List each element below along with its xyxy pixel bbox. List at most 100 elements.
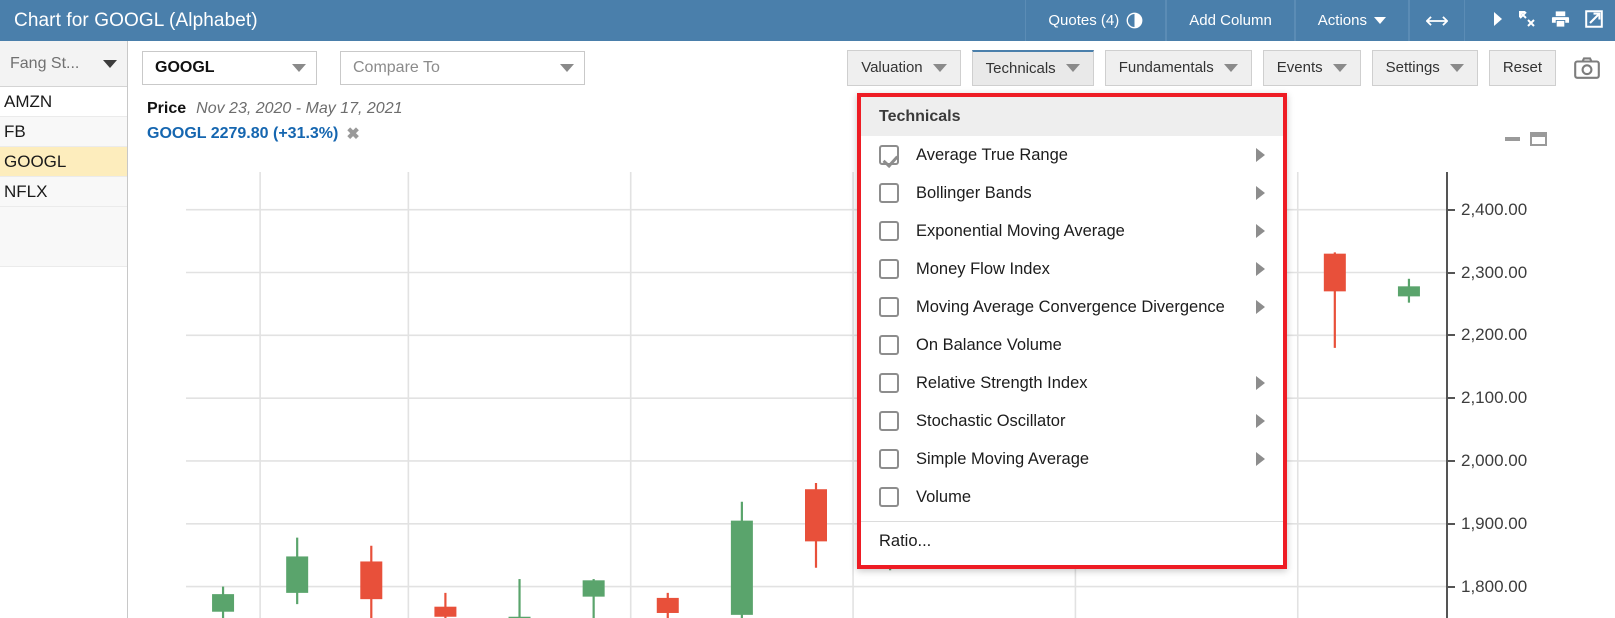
compare-to-select[interactable]: Compare To [340,50,585,85]
sidebar-item-nflx[interactable]: NFLX [0,177,127,207]
y-axis-tick: 1,800.00 [1446,577,1527,597]
price-header: Price Nov 23, 2020 - May 17, 2021 GOOGL … [147,100,403,144]
checkbox-icon[interactable] [879,487,899,507]
events-menu-button[interactable]: Events [1262,49,1361,86]
menu-item-moving-average-convergence-divergence[interactable]: Moving Average Convergence Divergence [861,288,1283,326]
actions-label: Actions [1317,12,1367,29]
candlestick [212,586,235,618]
settings-menu-button[interactable]: Settings [1371,49,1478,86]
chevron-down-icon [292,63,306,72]
chevron-right-icon [1256,300,1265,314]
printer-icon[interactable] [1551,10,1570,32]
tick-mark [1446,271,1455,274]
valuation-menu-button[interactable]: Valuation [847,49,961,86]
checkbox-icon[interactable] [879,335,899,355]
candlestick [656,592,679,618]
checkbox-icon[interactable] [879,411,899,431]
menu-item-ratio[interactable]: Ratio... [861,522,1283,560]
maximize-icon[interactable] [1530,132,1547,146]
checkbox-icon[interactable] [879,297,899,317]
play-triangle-icon[interactable] [1493,11,1503,31]
menu-item-label: Stochastic Oscillator [916,411,1066,430]
window-title: Chart for GOOGL (Alphabet) [14,9,258,31]
candlestick [582,579,605,618]
events-label: Events [1276,59,1323,76]
checkbox-checked-icon[interactable] [879,145,899,165]
technicals-menu-button[interactable]: Technicals [971,49,1094,86]
sidebar-item-amzn[interactable]: AMZN [0,87,127,117]
reset-button[interactable]: Reset [1488,49,1556,86]
candlestick [1397,278,1420,303]
open-external-icon[interactable] [1585,9,1603,32]
chevron-down-icon [560,63,574,72]
checkbox-icon[interactable] [879,221,899,241]
menu-item-average-true-range[interactable]: Average True Range [861,136,1283,174]
sidebar-item-googl[interactable]: GOOGL [0,147,127,177]
resize-width-button[interactable] [1409,0,1465,41]
contrast-circle-icon [1126,12,1143,29]
menu-item-volume[interactable]: Volume [861,478,1283,516]
checkbox-icon[interactable] [879,259,899,279]
menu-item-simple-moving-average[interactable]: Simple Moving Average [861,440,1283,478]
camera-icon[interactable] [1567,50,1607,86]
menu-item-money-flow-index[interactable]: Money Flow Index [861,250,1283,288]
quotes-button[interactable]: Quotes (4) [1025,0,1167,41]
sidebar-item-label: GOOGL [4,151,67,171]
fundamentals-label: Fundamentals [1118,59,1214,76]
ticker-value: GOOGL [155,58,215,76]
collapse-arrows-icon[interactable] [1518,10,1536,32]
ticker-select[interactable]: GOOGL [142,50,317,85]
date-range-label: Nov 23, 2020 - May 17, 2021 [196,100,403,117]
chevron-down-icon [103,59,117,68]
minimize-icon[interactable] [1505,137,1520,141]
menu-item-exponential-moving-average[interactable]: Exponential Moving Average [861,212,1283,250]
tick-mark [1446,459,1455,462]
watchlist-selector-label: Fang St... [10,54,80,72]
menu-item-label: On Balance Volume [916,335,1062,354]
checkbox-icon[interactable] [879,373,899,393]
chevron-right-icon [1256,148,1265,162]
checkbox-icon[interactable] [879,449,899,469]
menu-item-on-balance-volume[interactable]: On Balance Volume [861,326,1283,364]
menu-item-relative-strength-index[interactable]: Relative Strength Index [861,364,1283,402]
menu-item-stochastic-oscillator[interactable]: Stochastic Oscillator [861,402,1283,440]
chevron-right-icon [1256,414,1265,428]
close-icon[interactable]: ✖ [346,126,360,143]
menu-item-bollinger-bands[interactable]: Bollinger Bands [861,174,1283,212]
watchlist-selector[interactable]: Fang St... [0,41,127,87]
candlestick [508,579,531,618]
sidebar-item-fb[interactable]: FB [0,117,127,147]
reset-label: Reset [1502,59,1542,76]
y-axis-tick: 2,400.00 [1446,200,1527,220]
tick-label: 2,200.00 [1461,325,1528,345]
menu-item-label: Exponential Moving Average [916,221,1125,240]
tick-label: 1,900.00 [1461,513,1528,533]
sidebar-item-label: AMZN [4,91,53,111]
dropdown-item-list: Average True Range Bollinger Bands Exponen… [861,136,1283,516]
price-axis: 1,800.00 1,900.00 2,000.00 2,100.00 2,200.00… [1446,172,1615,618]
add-column-button[interactable]: Add Column [1166,0,1295,41]
series-legend-label[interactable]: GOOGL 2279.80 (+31.3%) [147,125,339,142]
dropdown-title: Technicals [861,97,1283,136]
chevron-right-icon [1256,224,1265,238]
candlestick [805,482,827,568]
checkbox-icon[interactable] [879,183,899,203]
menu-item-label: Relative Strength Index [916,373,1088,392]
sidebar-item-label: NFLX [4,181,48,201]
sidebar-item-label: FB [4,121,26,141]
tick-mark [1446,585,1455,588]
fundamentals-menu-button[interactable]: Fundamentals [1104,49,1252,86]
candlestick [286,537,309,605]
actions-button[interactable]: Actions [1294,0,1409,41]
y-axis-tick: 2,100.00 [1446,388,1527,408]
chart-toolbar: GOOGL Compare To Valuation Technicals Fu… [128,41,1615,94]
menu-item-label: Simple Moving Average [916,449,1090,468]
price-label: Price [147,100,187,117]
sidebar-empty-row [0,207,127,267]
menu-item-label: Money Flow Index [916,259,1050,278]
chevron-right-icon [1256,376,1265,390]
window-titlebar: Chart for GOOGL (Alphabet) Quotes (4) Ad… [0,0,1615,41]
chevron-down-icon [1065,64,1080,72]
chevron-right-icon [1256,452,1265,466]
